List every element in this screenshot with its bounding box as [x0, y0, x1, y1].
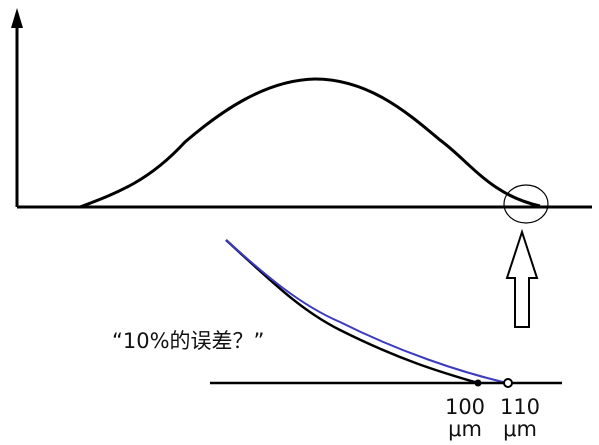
tick-100-unit: μm [448, 417, 482, 441]
tick-100-marker [474, 379, 482, 387]
zoom-black-curve [225, 239, 479, 385]
distribution-curve [79, 77, 541, 209]
tick-110-value: 110 [499, 395, 541, 419]
error-question-annotation: “10%的误差？” [112, 329, 265, 353]
tick-110-unit: μm [503, 417, 537, 441]
tick-100-value: 100 [444, 395, 486, 419]
zoom-blue-curve [225, 239, 508, 384]
tick-110-marker [503, 378, 513, 388]
tail-highlight-circle [503, 184, 549, 224]
tick-label-110: 110 μm [490, 396, 550, 440]
tick-label-100: 100 μm [435, 396, 495, 440]
zoom-up-arrow [505, 228, 539, 328]
y-axis-arrowhead [11, 8, 23, 28]
